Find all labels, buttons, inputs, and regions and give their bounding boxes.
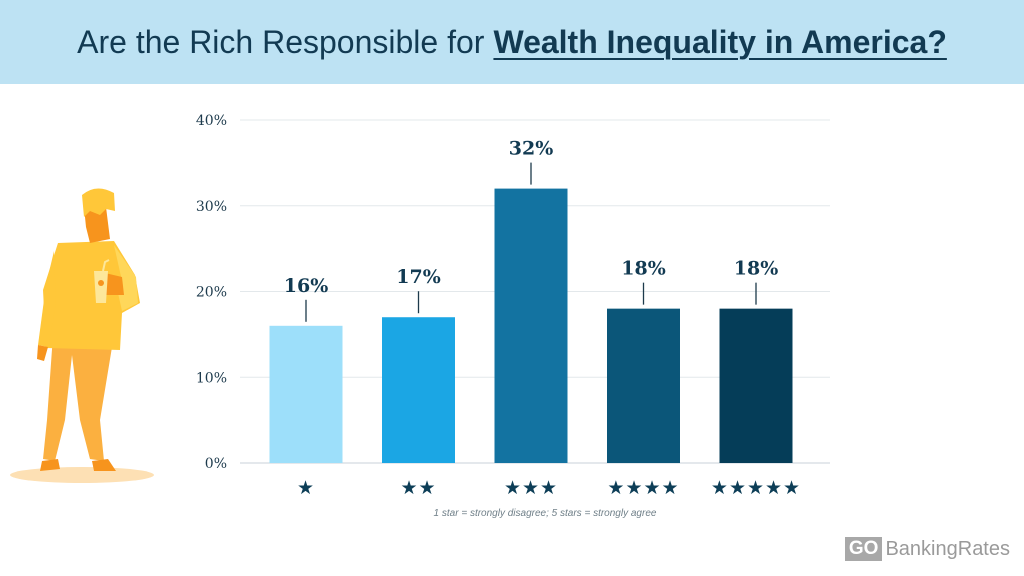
- x-tick-label: ★: [297, 477, 315, 499]
- title-plain: Are the Rich Responsible for: [77, 23, 485, 60]
- value-label: 17%: [396, 266, 441, 288]
- brand-name: BankingRates: [885, 537, 1010, 560]
- footnote: 1 star = strongly disagree; 5 stars = st…: [433, 508, 657, 519]
- person-illustration: [10, 188, 154, 483]
- value-label: 18%: [621, 258, 666, 280]
- x-tick-label: ★★: [400, 477, 436, 499]
- bar: [719, 308, 793, 463]
- x-tick-label: ★★★: [504, 477, 558, 499]
- y-tick-label: 40%: [196, 113, 227, 129]
- bar: [382, 317, 455, 463]
- title-emphasis: Wealth Inequality in America?: [493, 23, 947, 60]
- brand-go: GO: [844, 537, 883, 561]
- y-tick-label: 30%: [196, 199, 227, 215]
- bar: [494, 188, 568, 463]
- bar: [269, 325, 343, 463]
- y-tick-label: 0%: [205, 456, 227, 472]
- value-label: 32%: [509, 138, 554, 160]
- value-label: 18%: [734, 258, 779, 280]
- header-banner: [0, 0, 1024, 84]
- value-label: 16%: [284, 275, 329, 297]
- bars: [269, 188, 793, 463]
- y-tick-label: 10%: [196, 370, 227, 386]
- brand-logo: GO BankingRates: [844, 537, 1010, 561]
- value-labels: 16% 17% 32% 18% 18%: [284, 138, 779, 322]
- y-axis-ticks: 0% 10% 20% 30% 40%: [196, 113, 227, 472]
- x-tick-label: ★★★★★: [711, 477, 801, 499]
- x-tick-label: ★★★★: [607, 477, 679, 499]
- bar: [607, 308, 680, 463]
- x-axis-ticks: ★ ★★ ★★★ ★★★★ ★★★★★: [297, 477, 801, 499]
- y-tick-label: 20%: [196, 285, 227, 301]
- page-title: Are the Rich Responsible for Wealth Ineq…: [0, 0, 1024, 84]
